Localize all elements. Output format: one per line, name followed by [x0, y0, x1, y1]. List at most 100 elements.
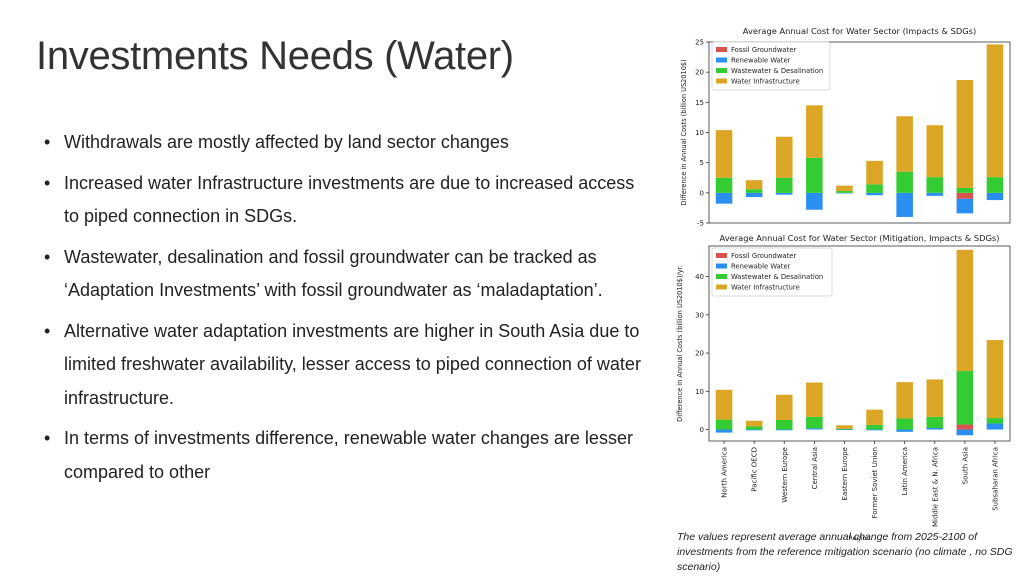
bar-water-infrastructure-middle-east-and-n-africa — [926, 379, 944, 417]
y-tick-label: 25 — [695, 39, 704, 47]
bar-wastewater-and-desalination-middle-east-and-n-africa — [926, 177, 944, 193]
chart-legend: Fossil Groundwater Renewable Water Wastewa… — [711, 41, 831, 91]
bar-water-infrastructure-latin-america — [896, 116, 913, 172]
bar-water-infrastructure-eastern-europe — [836, 185, 853, 192]
impacts-sdgs-chart: Average Annual Cost for Water Sector (Im… — [680, 26, 1011, 228]
bullet-list: • Withdrawals are mostly affected by land… — [44, 126, 644, 496]
bar-renewable-water-latin-america — [896, 429, 913, 432]
bullet-text: Wastewater, desalination and fossil grou… — [64, 246, 603, 301]
y-tick-label: 15 — [695, 99, 704, 107]
bar-water-infrastructure-middle-east-and-n-africa — [926, 125, 944, 178]
x-tick-label: Latin America — [901, 447, 909, 495]
bar-water-infrastructure-eastern-europe — [836, 425, 853, 429]
bar-water-infrastructure-western-europe — [775, 136, 793, 178]
bar-wastewater-and-desalination-south-asia — [956, 188, 974, 193]
mitigation-impacts-sdgs-chart: Average Annual Cost for Water Sector (Mi… — [676, 233, 1011, 542]
legend-swatch-fossil-groundwater — [716, 47, 727, 52]
bullet-item: • Increased water Infrastructure investme… — [44, 167, 644, 234]
bar-wastewater-and-desalination-pacific-oecd — [745, 189, 763, 193]
y-tick-label: 0 — [700, 189, 704, 197]
legend-swatch-renewable-water — [716, 263, 727, 269]
bar-renewable-water-eastern-europe — [836, 429, 853, 431]
bar-wastewater-and-desalination-central-asia — [806, 416, 823, 429]
bullet-text: Increased water Infrastructure investmen… — [64, 172, 635, 227]
x-tick-label: Eastern Europe — [841, 447, 849, 500]
y-tick-label: 10 — [695, 129, 704, 137]
bar-water-infrastructure-subsaharan-africa — [986, 340, 1004, 419]
bar-renewable-water-pacific-oecd — [745, 429, 763, 431]
bar-wastewater-and-desalination-north-america — [715, 419, 733, 430]
bar-wastewater-and-desalination-middle-east-and-n-africa — [926, 416, 944, 428]
bullet-dot-icon: • — [44, 246, 51, 267]
figure-caption: The values represent average annual chan… — [677, 531, 1013, 573]
y-tick-label: 10 — [695, 388, 704, 396]
slide-title: Investments Needs (Water) — [36, 34, 514, 78]
bar-renewable-water-pacific-oecd — [745, 192, 763, 198]
bar-wastewater-and-desalination-western-europe — [775, 419, 793, 430]
x-tick-label: Pacific OECD — [751, 447, 759, 492]
bar-renewable-water-western-europe — [775, 192, 793, 195]
bar-renewable-water-central-asia — [806, 428, 823, 430]
x-axis-label: Region — [848, 534, 870, 542]
y-tick-label: 5 — [700, 159, 704, 167]
x-tick-label: Subsaharan Africa — [991, 447, 999, 511]
plot-frame — [708, 245, 1011, 442]
chart-title: Average Annual Cost for Water Sector (Im… — [743, 26, 976, 36]
legend-label: Wastewater & Desalination — [731, 273, 823, 281]
x-tick-label: North America — [721, 447, 729, 498]
bullet-item: • In terms of investments difference, ren… — [44, 422, 644, 489]
legend-label: Water Infrastructure — [731, 284, 800, 292]
bar-water-infrastructure-central-asia — [806, 105, 823, 158]
bar-wastewater-and-desalination-latin-america — [896, 171, 913, 193]
bar-wastewater-and-desalination-subsaharan-africa — [986, 418, 1004, 424]
bar-renewable-water-middle-east-and-n-africa — [926, 192, 944, 196]
bar-renewable-water-eastern-europe — [836, 192, 853, 194]
bar-renewable-water-north-america — [715, 192, 733, 204]
bullet-text: Alternative water adaptation investments… — [64, 320, 641, 408]
bar-water-infrastructure-western-europe — [775, 394, 793, 420]
x-tick-label: South Asia — [961, 447, 969, 484]
bullet-item: • Withdrawals are mostly affected by land… — [44, 126, 644, 160]
bar-water-infrastructure-subsaharan-africa — [986, 44, 1004, 178]
bar-water-infrastructure-south-asia — [956, 249, 974, 372]
chart-legend: Fossil Groundwater Renewable Water Wastewa… — [711, 247, 833, 297]
y-tick-label: 30 — [695, 311, 704, 319]
bullet-dot-icon: • — [44, 428, 51, 448]
bar-renewable-water-latin-america — [896, 192, 913, 217]
bar-wastewater-and-desalination-pacific-oecd — [745, 426, 763, 430]
x-tick-label: Former Soviet Union — [871, 447, 879, 518]
bullet-dot-icon: • — [44, 320, 51, 341]
bar-wastewater-and-desalination-latin-america — [896, 418, 913, 430]
y-tick-label: -5 — [697, 220, 704, 228]
bar-water-infrastructure-former-soviet-union — [866, 160, 883, 185]
legend-box — [711, 247, 833, 297]
chart-title: Average Annual Cost for Water Sector (Mi… — [720, 233, 1000, 243]
bar-wastewater-and-desalination-eastern-europe — [836, 428, 853, 430]
bar-water-infrastructure-north-america — [715, 130, 733, 178]
y-axis-label: Difference in Annual Costs (billion US20… — [676, 265, 684, 422]
x-tick-label: Western Europe — [781, 447, 789, 503]
bar-renewable-water-subsaharan-africa — [986, 192, 1004, 201]
y-axis-label: Difference in Annual Costs (billion US20… — [680, 59, 688, 205]
bullet-item: • Wastewater, desalination and fossil gro… — [44, 241, 644, 308]
legend-label: Renewable Water — [731, 263, 791, 271]
legend-label: Fossil Groundwater — [731, 46, 796, 54]
bullet-dot-icon: • — [44, 132, 51, 152]
x-tick-label: Middle East & N. Africa — [931, 447, 939, 527]
legend-label: Renewable Water — [731, 57, 791, 65]
legend-label: Water Infrastructure — [731, 78, 800, 86]
bar-renewable-water-central-asia — [806, 192, 823, 210]
legend-label: Fossil Groundwater — [731, 252, 796, 260]
x-tick-label: Central Asia — [811, 447, 819, 489]
bar-wastewater-and-desalination-former-soviet-union — [866, 424, 883, 430]
bullet-text: In terms of investments difference, rene… — [64, 428, 633, 482]
bar-wastewater-and-desalination-north-america — [715, 177, 733, 193]
bar-water-infrastructure-former-soviet-union — [866, 409, 883, 425]
bar-renewable-water-former-soviet-union — [866, 192, 883, 196]
bar-renewable-water-subsaharan-africa — [986, 423, 1004, 430]
y-tick-label: 20 — [695, 69, 704, 77]
bullet-item: • Alternative water adaptation investment… — [44, 315, 644, 416]
bar-water-infrastructure-central-asia — [806, 382, 823, 417]
bar-wastewater-and-desalination-western-europe — [775, 177, 793, 193]
legend-swatch-wastewater-and-desalination — [716, 68, 727, 73]
